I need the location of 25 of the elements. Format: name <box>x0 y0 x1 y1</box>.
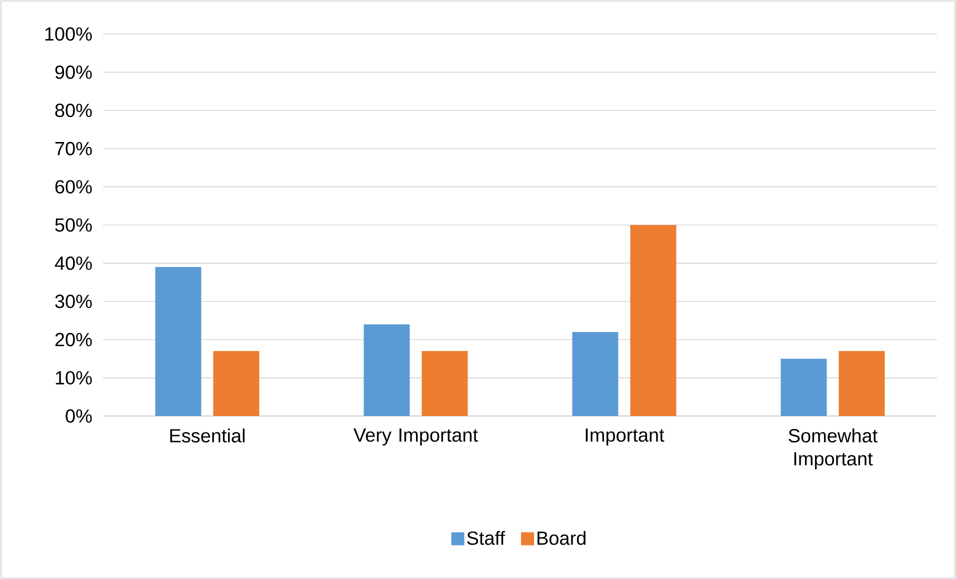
y-tick-label: 40% <box>54 256 92 270</box>
bar <box>572 332 618 416</box>
y-tick-label: 90% <box>55 65 92 79</box>
y-tick-label: 60% <box>55 180 92 194</box>
y-tick-label: 80% <box>55 104 92 118</box>
y-tick-label: 50% <box>55 218 92 232</box>
y-tick-label: 30% <box>55 294 92 308</box>
x-tick-label: Very Important <box>354 428 478 446</box>
legend-label: Board <box>538 530 586 545</box>
bar <box>155 267 202 416</box>
bar <box>630 224 676 416</box>
x-tick-label: Important <box>586 428 664 446</box>
legend-label: Staff <box>467 530 506 545</box>
y-tick-label: 70% <box>55 142 92 156</box>
bar <box>213 351 260 416</box>
x-tick-label: Essential <box>170 428 245 442</box>
bar <box>364 324 410 416</box>
y-tick-label: 20% <box>55 332 92 346</box>
x-tick-label: Somewhat Important <box>788 428 878 470</box>
y-tick-label: 100% <box>45 27 92 41</box>
y-tick-label: 10% <box>56 371 92 385</box>
bar <box>838 351 885 416</box>
bar <box>780 358 827 416</box>
y-tick-label: 0% <box>66 409 92 423</box>
bar <box>422 351 468 416</box>
